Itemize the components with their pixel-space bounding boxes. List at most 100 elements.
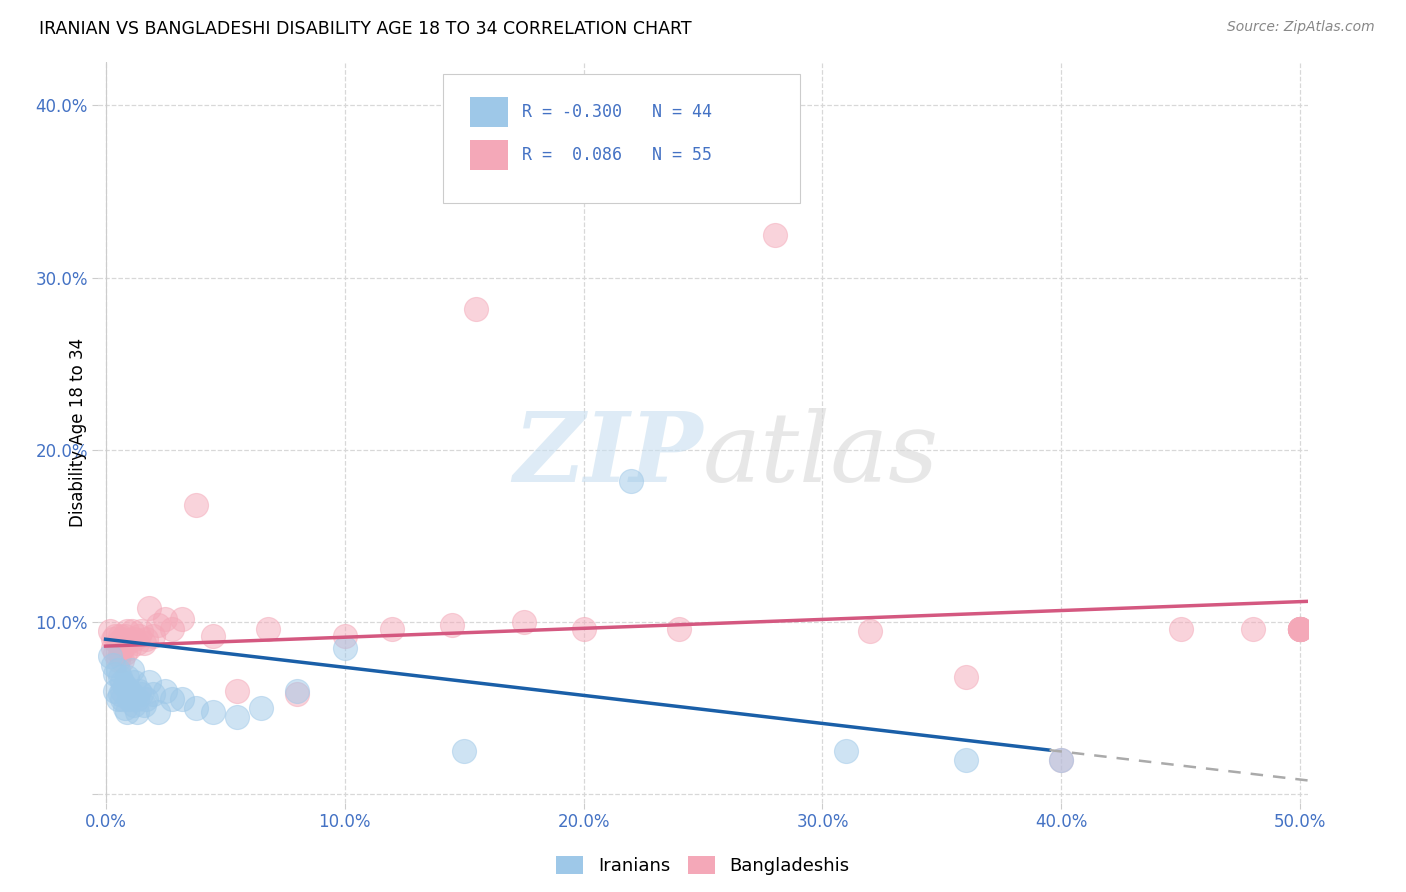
Point	[115, 670, 138, 684]
Point	[108, 687, 131, 701]
Point	[453, 744, 475, 758]
Bar	[470, 140, 509, 169]
Y-axis label: Disability Age 18 to 34: Disability Age 18 to 34	[69, 338, 87, 527]
Point	[107, 653, 129, 667]
Point	[170, 692, 193, 706]
Point	[131, 624, 153, 638]
Point	[513, 615, 536, 629]
Point	[1289, 622, 1312, 636]
Point	[1289, 622, 1312, 636]
Point	[186, 498, 208, 512]
Point	[1289, 622, 1312, 636]
Legend: Iranians, Bangladeshis: Iranians, Bangladeshis	[557, 855, 849, 875]
Point	[1050, 753, 1073, 767]
Point	[118, 692, 141, 706]
Bar	[470, 97, 509, 127]
Point	[146, 618, 169, 632]
Point	[132, 698, 155, 712]
Text: atlas: atlas	[703, 408, 939, 502]
Point	[101, 658, 124, 673]
Point	[202, 629, 225, 643]
Point	[114, 679, 136, 693]
Point	[226, 709, 249, 723]
Point	[955, 670, 977, 684]
Point	[162, 692, 184, 706]
Point	[121, 687, 143, 701]
Point	[111, 640, 134, 655]
Point	[122, 698, 145, 712]
Point	[620, 474, 643, 488]
Point	[104, 666, 127, 681]
Point	[114, 646, 136, 660]
Point	[1289, 622, 1312, 636]
Text: ZIP: ZIP	[513, 408, 703, 502]
Point	[835, 744, 858, 758]
Point	[257, 622, 280, 636]
Point	[1289, 622, 1312, 636]
Point	[104, 646, 127, 660]
Point	[104, 629, 127, 643]
Point	[111, 632, 134, 647]
Point	[98, 649, 121, 664]
Point	[668, 622, 690, 636]
Point	[101, 640, 124, 655]
Point	[465, 301, 488, 316]
Point	[572, 622, 595, 636]
Point	[955, 753, 977, 767]
Point	[763, 227, 786, 242]
Point	[121, 624, 143, 638]
FancyBboxPatch shape	[443, 73, 800, 203]
Text: R = -0.300   N = 44: R = -0.300 N = 44	[522, 103, 711, 121]
Point	[135, 632, 157, 647]
Point	[1241, 622, 1264, 636]
Point	[135, 692, 157, 706]
Point	[115, 624, 138, 638]
Point	[162, 622, 184, 636]
Point	[333, 629, 356, 643]
Point	[98, 624, 121, 638]
Point	[108, 646, 131, 660]
Point	[1289, 622, 1312, 636]
Point	[138, 675, 160, 690]
Point	[107, 635, 129, 649]
Point	[1170, 622, 1192, 636]
Point	[285, 684, 308, 698]
Point	[101, 632, 124, 647]
Point	[125, 635, 148, 649]
Point	[107, 663, 129, 677]
Point	[1289, 622, 1312, 636]
Point	[285, 687, 308, 701]
Point	[142, 629, 165, 643]
Point	[111, 692, 134, 706]
Point	[125, 705, 148, 719]
Point	[121, 663, 143, 677]
Point	[115, 635, 138, 649]
Point	[381, 622, 404, 636]
Point	[111, 653, 134, 667]
Point	[111, 675, 134, 690]
Text: Source: ZipAtlas.com: Source: ZipAtlas.com	[1227, 20, 1375, 34]
Text: R =  0.086   N = 55: R = 0.086 N = 55	[522, 146, 711, 164]
Point	[170, 611, 193, 625]
Point	[1050, 753, 1073, 767]
Point	[118, 640, 141, 655]
Point	[155, 611, 177, 625]
Point	[250, 701, 273, 715]
Text: IRANIAN VS BANGLADESHI DISABILITY AGE 18 TO 34 CORRELATION CHART: IRANIAN VS BANGLADESHI DISABILITY AGE 18…	[39, 20, 692, 37]
Point	[108, 629, 131, 643]
Point	[186, 701, 208, 715]
Point	[128, 684, 150, 698]
Point	[155, 684, 177, 698]
Point	[142, 687, 165, 701]
Point	[118, 684, 141, 698]
Point	[226, 684, 249, 698]
Point	[146, 705, 169, 719]
Point	[108, 670, 131, 684]
Point	[131, 687, 153, 701]
Point	[114, 629, 136, 643]
Point	[128, 629, 150, 643]
Point	[138, 601, 160, 615]
Point	[115, 705, 138, 719]
Point	[441, 618, 464, 632]
Point	[333, 640, 356, 655]
